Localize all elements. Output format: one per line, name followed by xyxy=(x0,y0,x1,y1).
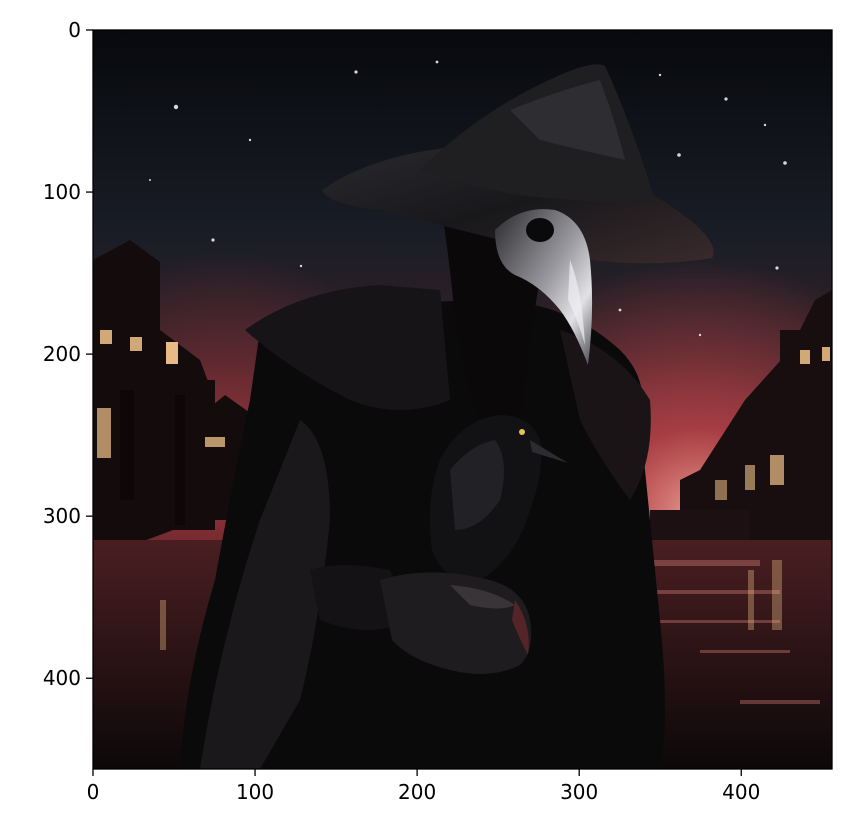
x-tick-label: 0 xyxy=(87,780,100,804)
y-axis-ticks: 0 100 200 300 400 xyxy=(43,18,93,690)
hat-texture xyxy=(510,80,625,160)
y-tick-label: 400 xyxy=(43,666,81,690)
water-window-reflections xyxy=(160,560,782,650)
y-tick-label: 0 xyxy=(68,18,81,42)
crow-eye xyxy=(519,429,525,435)
left-buildings xyxy=(93,240,260,560)
y-tick-label: 100 xyxy=(43,180,81,204)
mask-eye xyxy=(526,218,554,242)
hat-brim xyxy=(322,145,714,264)
x-tick-label: 200 xyxy=(398,780,436,804)
image-content xyxy=(93,30,832,769)
plague-doctor-figure xyxy=(180,64,714,769)
gloved-hand xyxy=(310,565,532,674)
axes-frame xyxy=(92,29,833,770)
x-tick-label: 300 xyxy=(560,780,598,804)
beak-highlight xyxy=(568,260,585,345)
water-reflections xyxy=(620,560,820,704)
glove-highlight xyxy=(450,585,515,609)
glove-red-rim xyxy=(512,600,529,655)
crow-feathers xyxy=(450,440,504,530)
cloak-highlight xyxy=(200,420,330,769)
crow-beak xyxy=(530,440,568,463)
right-windows xyxy=(715,347,830,500)
right-cape xyxy=(560,330,651,500)
crow xyxy=(429,415,568,581)
x-axis-ticks: 0 100 200 300 400 xyxy=(87,769,760,804)
y-tick-label: 200 xyxy=(43,342,81,366)
snow-particles xyxy=(149,60,787,337)
y-tick-label: 300 xyxy=(43,504,81,528)
x-tick-label: 400 xyxy=(722,780,760,804)
beak-mask xyxy=(495,209,593,365)
cape-shoulder xyxy=(245,285,450,410)
x-tick-label: 100 xyxy=(236,780,274,804)
